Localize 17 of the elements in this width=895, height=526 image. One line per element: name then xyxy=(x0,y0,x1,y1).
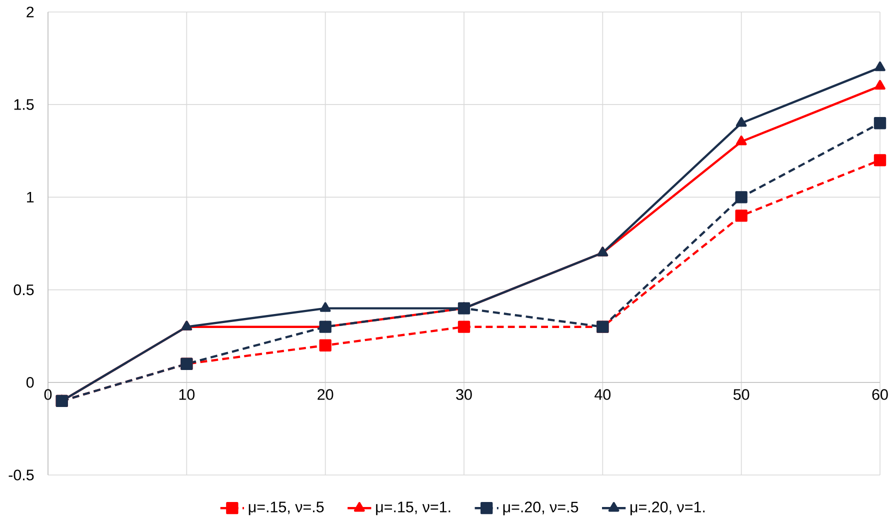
legend-label: μ=.20, ν=.5 xyxy=(503,502,578,516)
x-tick-label: 30 xyxy=(456,389,472,400)
y-tick-label: 1 xyxy=(27,192,34,202)
legend-label: μ=.15, ν=1. xyxy=(376,502,450,516)
y-tick-label: 0 xyxy=(26,377,34,388)
legend-label: μ=.20, ν=1. xyxy=(630,502,705,516)
x-tick-label: 40 xyxy=(594,389,611,400)
y-tick-label: -0.5 xyxy=(8,470,34,480)
legend-label: μ=.15, ν=.5 xyxy=(248,502,324,516)
x-tick-label: 50 xyxy=(733,389,750,400)
x-tick-label: 60 xyxy=(872,389,888,400)
x-tick-label: 0 xyxy=(44,389,52,400)
x-tick-label: 10 xyxy=(179,389,195,400)
y-tick-label: 2 xyxy=(26,6,34,18)
y-tick-label: 1.5 xyxy=(14,99,34,110)
x-tick-label: 20 xyxy=(318,389,334,400)
y-tick-label: 0.5 xyxy=(14,284,34,296)
